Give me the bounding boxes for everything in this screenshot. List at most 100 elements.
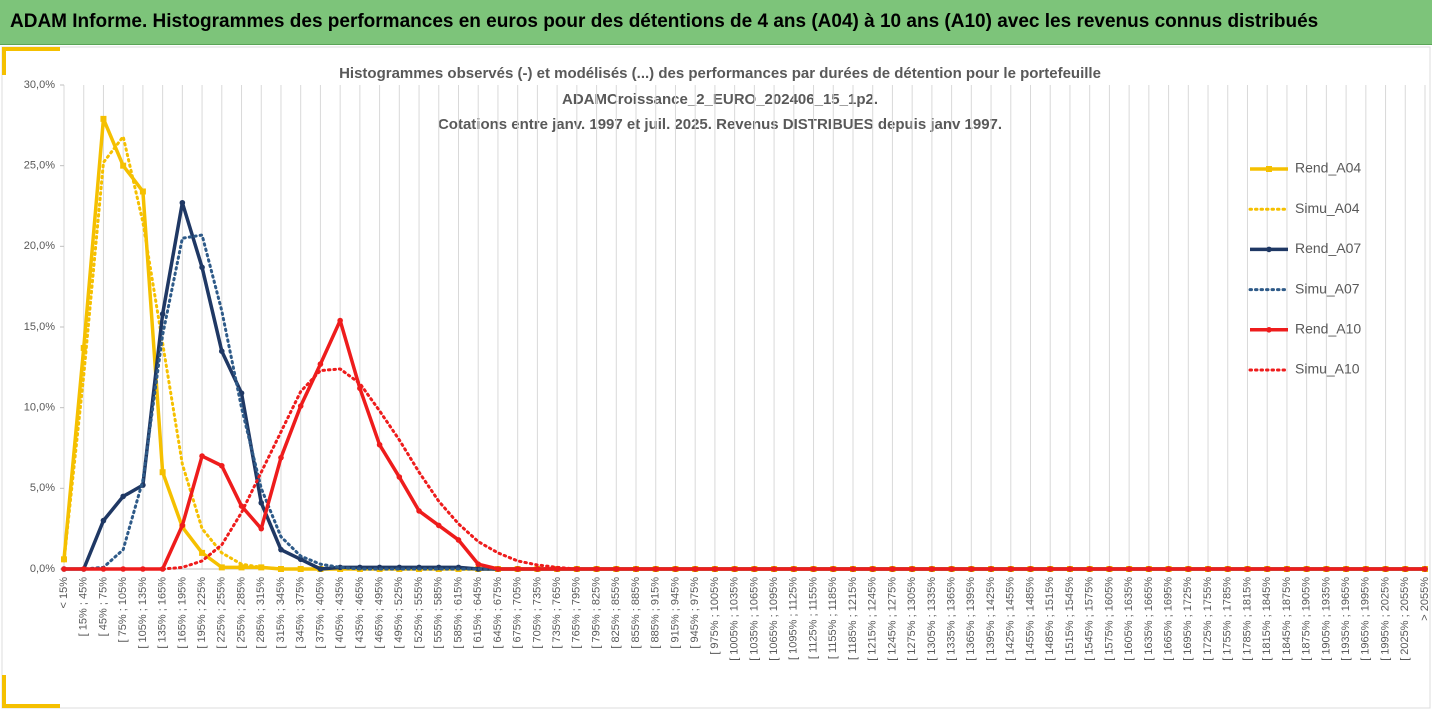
x-tick-label: [ 1545% ; 1575% [1084,577,1096,661]
x-tick-label: [ 1425% ; 1455% [1005,577,1017,661]
marker [218,348,225,355]
chart-title: Histogrammes observés (-) et modélisés (… [339,65,1101,82]
legend-label: Rend_A10 [1295,321,1361,337]
x-tick-label: [ 855% ; 885% [630,577,642,649]
x-tick-label: [ 915% ; 945% [669,577,681,649]
x-tick-label: [ 585% ; 615% [452,577,464,649]
series-line [62,367,1427,571]
marker [100,517,107,524]
marker [278,454,284,461]
marker [337,317,343,324]
x-tick-label: [ 1935% ; 1965% [1340,577,1352,661]
marker [712,566,718,572]
marker [514,566,521,572]
x-tick-label: [ 615% ; 645% [472,577,484,649]
marker [179,522,186,529]
x-tick-label: [ 825% ; 855% [610,577,622,649]
x-tick-label: [ 195% ; 225% [196,577,208,649]
chart-frame [1,46,1431,709]
x-tick-label: [ 1275% ; 1305% [906,577,918,661]
legend-label: Rend_A04 [1295,160,1361,176]
marker [534,566,541,572]
marker [139,188,146,195]
x-tick-label: [ 1365% ; 1395% [965,577,977,661]
x-tick-label: > 2055% [1419,577,1431,621]
marker [396,474,403,480]
x-tick-label: [ 1845% ; 1875% [1281,577,1293,661]
x-tick-label: [ 2025% ; 2055% [1399,577,1411,661]
x-tick-label: [ 1515% ; 1545% [1064,577,1076,661]
marker [495,566,501,572]
legend-label: Simu_A04 [1295,200,1360,216]
x-tick-label: [ 1755% ; 1785% [1222,577,1234,661]
x-tick-label: [ 225% ; 255% [216,577,228,649]
marker [317,361,324,367]
x-tick-label: [ 315% ; 345% [275,577,287,649]
y-tick-label: 15,0% [24,321,55,333]
x-tick-label: [ 705% ; 735% [531,577,543,649]
x-tick-label: [ 1965% ; 1995% [1360,577,1372,661]
marker [435,522,442,529]
marker [317,566,324,572]
x-tick-label: [ 1185% ; 1215% [847,577,859,660]
marker [199,453,205,459]
x-tick-label: [ 375% ; 405% [314,577,326,649]
marker [455,537,462,543]
x-tick-label: [ 1095% ; 1125% [788,577,800,660]
chart: Histogrammes observés (-) et modélisés (… [1,46,1431,709]
x-tick-label: [ 1245% ; 1275% [886,577,898,661]
marker [120,162,127,169]
x-tick-label: [ 1455% ; 1485% [1024,577,1036,661]
legend-label: Simu_A10 [1295,361,1360,377]
x-tick-label: [ 645% ; 675% [492,577,504,649]
marker [258,500,265,506]
y-tick-label: 10,0% [24,402,55,414]
x-tick-label: [ 945% ; 975% [689,577,701,649]
legend-marker [1266,166,1272,172]
x-tick-label: [ 675% ; 705% [512,577,524,649]
marker [159,311,166,317]
x-tick-label: [ 1875% ; 1905% [1301,577,1313,661]
x-tick-label: [ 15% ; 45% [78,577,90,637]
x-tick-label: [ 435% ; 465% [354,577,366,649]
x-tick-label: [ 1395% ; 1425% [985,577,997,661]
chart-title: Cotations entre janv. 1997 et juil. 2025… [438,116,1002,133]
page-title: ADAM Informe. Histogrammes des performan… [10,11,1319,32]
y-tick-label: 5,0% [30,482,55,494]
marker [159,469,166,476]
x-tick-label: [ 495% ; 525% [393,577,405,649]
x-tick-label: [ 1155% ; 1185% [827,577,839,659]
x-tick-label: [ 285% ; 315% [255,577,267,649]
legend-label: Simu_A07 [1295,280,1360,296]
x-tick-label: [ 1785% ; 1815% [1241,577,1253,661]
x-tick-label: [ 465% ; 495% [374,577,386,649]
marker [278,546,284,553]
x-tick-label: [ 1605% ; 1635% [1123,577,1135,661]
marker [238,503,245,509]
x-tick-label: [ 1215% ; 1245% [867,577,879,661]
x-tick-label: [ 1725% ; 1755% [1202,577,1214,661]
x-tick-label: [ 345% ; 375% [295,577,307,649]
x-tick-label: [ 135% ; 165% [157,577,169,649]
x-tick-label: [ 1695% ; 1725% [1182,577,1194,661]
legend-marker [1266,246,1272,253]
marker [100,115,107,122]
x-tick-label: [ 1125% ; 1155% [807,577,819,659]
marker [238,564,245,571]
y-tick-label: 0,0% [30,563,55,575]
x-tick-label: [ 75% ; 105% [117,577,129,643]
x-tick-label: [ 1665% ; 1695% [1162,577,1174,661]
y-tick-label: 30,0% [24,79,55,91]
y-tick-label: 20,0% [24,240,55,252]
x-tick-label: [ 795% ; 825% [590,577,602,649]
marker [1422,566,1428,572]
marker [297,403,304,409]
x-tick-label: [ 735% ; 765% [551,577,563,649]
marker [218,564,225,571]
x-tick-label: [ 525% ; 555% [413,577,425,649]
x-tick-label: [ 1065% ; 1095% [768,577,780,661]
x-tick-label: [ 1005% ; 1035% [729,577,741,661]
x-tick-label: [ 165% ; 195% [176,577,188,649]
header: ADAM Informe. Histogrammes des performan… [0,0,1432,45]
